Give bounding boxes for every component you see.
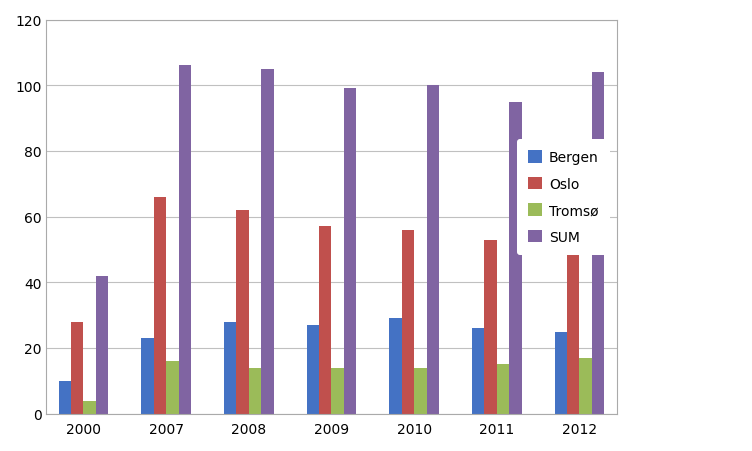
- Bar: [166, 361, 178, 414]
- Bar: [319, 227, 332, 414]
- Bar: [555, 332, 567, 414]
- Bar: [580, 358, 592, 414]
- Bar: [141, 338, 153, 414]
- Bar: [509, 102, 522, 414]
- Bar: [497, 364, 509, 414]
- Bar: [414, 368, 426, 414]
- Bar: [83, 400, 96, 414]
- Bar: [567, 217, 580, 414]
- Bar: [332, 368, 344, 414]
- Bar: [390, 319, 402, 414]
- Bar: [153, 198, 166, 414]
- Bar: [307, 325, 319, 414]
- Bar: [402, 230, 414, 414]
- Bar: [249, 368, 261, 414]
- Bar: [224, 322, 236, 414]
- Bar: [178, 66, 191, 414]
- Bar: [592, 73, 605, 414]
- Bar: [426, 86, 439, 414]
- Legend: Bergen, Oslo, Tromsø, SUM: Bergen, Oslo, Tromsø, SUM: [517, 140, 610, 255]
- Bar: [261, 69, 274, 414]
- Bar: [59, 381, 71, 414]
- Bar: [236, 211, 249, 414]
- Bar: [344, 89, 356, 414]
- Bar: [96, 276, 108, 414]
- Bar: [472, 328, 484, 414]
- Bar: [71, 322, 83, 414]
- Bar: [484, 240, 497, 414]
